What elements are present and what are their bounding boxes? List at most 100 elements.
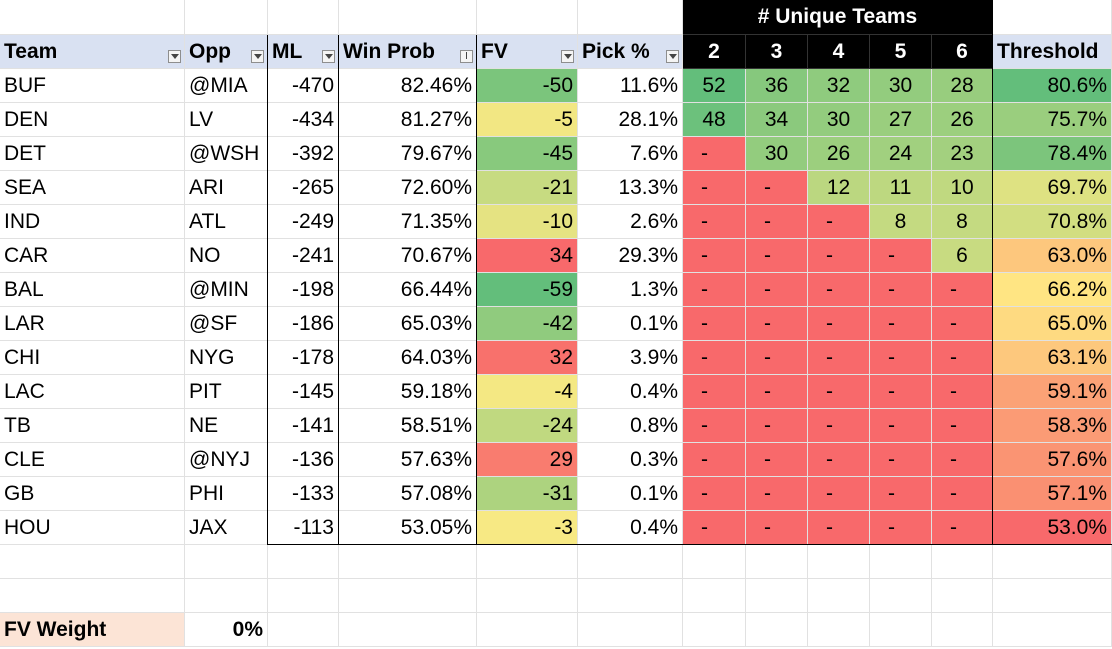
pick-pct-cell[interactable]: 2.6% [578,205,683,239]
empty-cell[interactable] [185,0,268,35]
threshold-cell[interactable]: 58.3% [993,409,1112,443]
team-cell[interactable]: HOU [0,511,185,545]
unique-teams-cell[interactable]: 30 [746,137,808,171]
unique-teams-cell[interactable]: - [746,341,808,375]
header-unique-5[interactable]: 5 [870,35,932,69]
empty-cell[interactable] [477,545,578,579]
empty-cell[interactable] [339,613,477,647]
unique-teams-cell[interactable]: - [932,341,993,375]
header-unique-6[interactable]: 6 [932,35,993,69]
win-prob-cell[interactable]: 58.51% [339,409,477,443]
unique-teams-group-header[interactable]: # Unique Teams [683,0,993,35]
threshold-cell[interactable]: 63.1% [993,341,1112,375]
empty-cell[interactable] [808,579,870,613]
unique-teams-cell[interactable]: - [870,375,932,409]
unique-teams-cell[interactable]: 34 [746,103,808,137]
header-unique-3[interactable]: 3 [746,35,808,69]
header-unique-2[interactable]: 2 [683,35,746,69]
fv-cell[interactable]: 32 [477,341,578,375]
unique-teams-cell[interactable]: - [932,307,993,341]
ml-cell[interactable]: -434 [268,103,339,137]
empty-cell[interactable] [0,545,185,579]
empty-cell[interactable] [0,0,185,35]
opp-cell[interactable]: @SF [185,307,268,341]
unique-teams-cell[interactable]: - [683,239,746,273]
empty-cell[interactable] [683,613,746,647]
ml-cell[interactable]: -186 [268,307,339,341]
unique-teams-cell[interactable]: - [746,375,808,409]
empty-cell[interactable] [185,579,268,613]
team-cell[interactable]: DEN [0,103,185,137]
threshold-cell[interactable]: 59.1% [993,375,1112,409]
unique-teams-cell[interactable]: - [683,307,746,341]
pick-pct-cell[interactable]: 29.3% [578,239,683,273]
opp-cell[interactable]: @MIA [185,69,268,103]
team-cell[interactable]: LAR [0,307,185,341]
unique-teams-cell[interactable]: - [808,409,870,443]
empty-cell[interactable] [683,545,746,579]
unique-teams-cell[interactable]: - [683,409,746,443]
pick-pct-cell[interactable]: 0.3% [578,443,683,477]
team-cell[interactable]: TB [0,409,185,443]
fv-cell[interactable]: -50 [477,69,578,103]
unique-teams-cell[interactable]: - [870,443,932,477]
pick-pct-cell[interactable]: 0.4% [578,511,683,545]
fv-cell[interactable]: -3 [477,511,578,545]
header-win-prob[interactable]: Win Prob [339,35,477,69]
unique-teams-cell[interactable]: 30 [870,69,932,103]
sort-filter-icon[interactable] [460,50,473,63]
empty-cell[interactable] [932,545,993,579]
empty-cell[interactable] [268,579,339,613]
threshold-cell[interactable]: 63.0% [993,239,1112,273]
unique-teams-cell[interactable]: - [870,341,932,375]
fv-cell[interactable]: 29 [477,443,578,477]
unique-teams-cell[interactable]: 23 [932,137,993,171]
unique-teams-cell[interactable]: 11 [870,171,932,205]
fv-weight-value[interactable]: 0% [185,613,268,647]
unique-teams-cell[interactable]: - [932,443,993,477]
unique-teams-cell[interactable]: - [870,511,932,545]
empty-cell[interactable] [578,0,683,35]
team-cell[interactable]: BAL [0,273,185,307]
win-prob-cell[interactable]: 81.27% [339,103,477,137]
empty-cell[interactable] [746,613,808,647]
ml-cell[interactable]: -145 [268,375,339,409]
header-team[interactable]: Team [0,35,185,69]
filter-dropdown-icon[interactable] [561,50,574,63]
unique-teams-cell[interactable]: - [808,341,870,375]
empty-cell[interactable] [993,0,1112,35]
unique-teams-cell[interactable]: - [808,477,870,511]
filter-dropdown-icon[interactable] [322,50,335,63]
win-prob-cell[interactable]: 79.67% [339,137,477,171]
win-prob-cell[interactable]: 59.18% [339,375,477,409]
opp-cell[interactable]: NO [185,239,268,273]
fv-cell[interactable]: -10 [477,205,578,239]
unique-teams-cell[interactable]: - [683,443,746,477]
empty-cell[interactable] [870,579,932,613]
unique-teams-cell[interactable]: - [808,239,870,273]
team-cell[interactable]: GB [0,477,185,511]
win-prob-cell[interactable]: 64.03% [339,341,477,375]
pick-pct-cell[interactable]: 13.3% [578,171,683,205]
fv-cell[interactable]: -45 [477,137,578,171]
team-cell[interactable]: CAR [0,239,185,273]
unique-teams-cell[interactable]: - [746,511,808,545]
unique-teams-cell[interactable]: - [808,307,870,341]
unique-teams-cell[interactable]: - [683,205,746,239]
ml-cell[interactable]: -113 [268,511,339,545]
opp-cell[interactable]: NYG [185,341,268,375]
pick-pct-cell[interactable]: 0.4% [578,375,683,409]
unique-teams-cell[interactable]: 27 [870,103,932,137]
unique-teams-cell[interactable]: 28 [932,69,993,103]
opp-cell[interactable]: PHI [185,477,268,511]
threshold-cell[interactable]: 80.6% [993,69,1112,103]
threshold-cell[interactable]: 78.4% [993,137,1112,171]
unique-teams-cell[interactable]: - [870,409,932,443]
empty-cell[interactable] [932,613,993,647]
empty-cell[interactable] [993,545,1112,579]
unique-teams-cell[interactable]: - [683,511,746,545]
unique-teams-cell[interactable]: - [746,273,808,307]
threshold-cell[interactable]: 57.1% [993,477,1112,511]
empty-cell[interactable] [578,613,683,647]
win-prob-cell[interactable]: 53.05% [339,511,477,545]
